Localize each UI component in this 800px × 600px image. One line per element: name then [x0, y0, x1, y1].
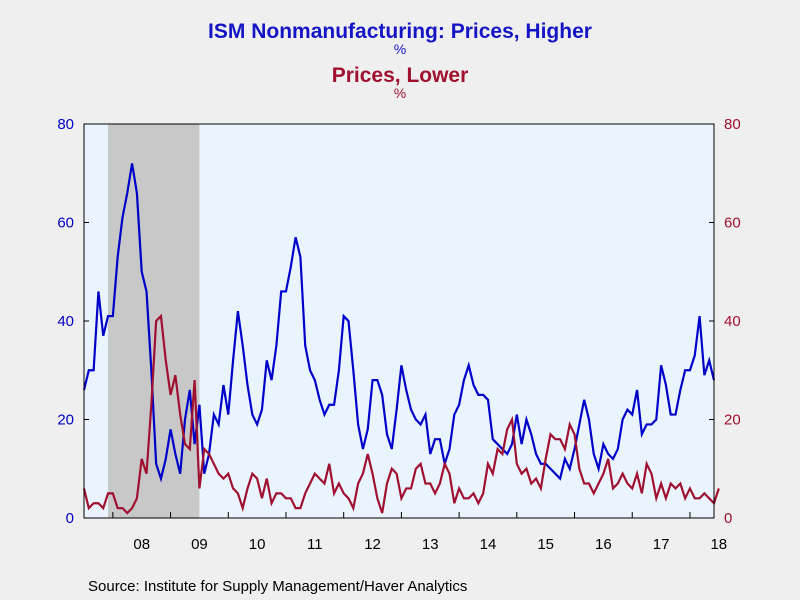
y-tick-label-right: 0 — [724, 510, 732, 527]
chart-title-higher: ISM Nonmanufacturing: Prices, Higher — [208, 20, 592, 43]
x-tick-label: 14 — [480, 536, 497, 553]
unit-label-lower: % — [393, 85, 407, 101]
y-tick-label-right: 80 — [724, 116, 741, 133]
unit-label-higher: % — [393, 41, 407, 57]
x-tick-label: 11 — [307, 536, 323, 553]
y-tick-label-left: 20 — [57, 412, 74, 429]
x-tick-label: 10 — [249, 536, 266, 553]
y-tick-label-left: 60 — [57, 215, 74, 232]
y-tick-label-right: 60 — [724, 215, 741, 232]
y-tick-label-right: 40 — [724, 313, 741, 330]
x-tick-label: 18 — [710, 536, 727, 553]
plot-frame — [83, 123, 715, 519]
source-note: Source: Institute for Supply Management/… — [88, 578, 468, 595]
x-tick-label: 12 — [364, 536, 381, 553]
x-tick-label: 09 — [191, 536, 208, 553]
x-tick-label: 08 — [133, 536, 150, 553]
x-tick-label: 17 — [653, 536, 670, 553]
series-line-prices-higher — [82, 163, 716, 483]
y-tick-label-right: 20 — [724, 412, 741, 429]
y-tick-label-left: 80 — [57, 116, 74, 133]
axis-labels: 0 20 40 60 80 0 20 40 60 80 08 09 10 11 12 13 14 15 16 17 18 — [57, 116, 740, 553]
x-tick-label: 13 — [422, 536, 439, 553]
x-tick-label: 16 — [595, 536, 612, 553]
x-tick-label: 15 — [537, 536, 554, 553]
series-line-prices-lower — [82, 313, 720, 515]
y-tick-label-left: 0 — [66, 510, 74, 527]
chart-title-lower: Prices, Lower — [331, 64, 469, 87]
recession-shading — [108, 124, 200, 518]
y-tick-label-left: 40 — [57, 313, 74, 330]
